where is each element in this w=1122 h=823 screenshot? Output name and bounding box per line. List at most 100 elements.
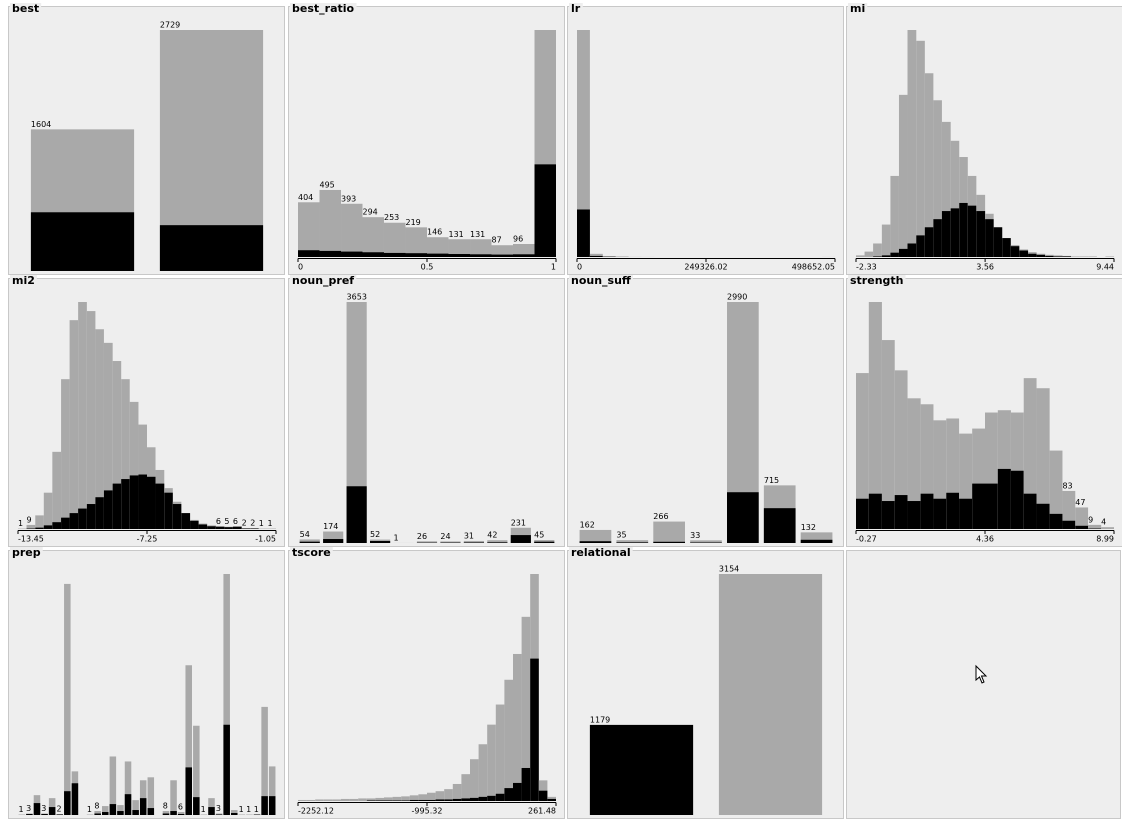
class-bar <box>35 527 44 529</box>
class-bar <box>941 211 951 257</box>
bar <box>448 239 471 257</box>
x-tick-label: -0.27 <box>856 535 877 544</box>
value-label: 47 <box>1075 498 1085 507</box>
panel-title: noun_pref <box>292 274 354 287</box>
value-label: 2 <box>250 519 255 528</box>
class-bar <box>341 251 363 257</box>
bar <box>1101 527 1114 529</box>
class-bar <box>972 483 985 529</box>
class-bar <box>495 793 505 801</box>
value-label: 52 <box>370 530 380 539</box>
class-bar <box>147 808 155 815</box>
class-bar <box>461 798 470 801</box>
value-label: 96 <box>513 234 523 243</box>
value-label: 6 <box>233 517 238 526</box>
bar <box>69 320 79 529</box>
class-bar <box>444 799 453 801</box>
class-bar <box>159 225 264 271</box>
bar <box>95 329 104 529</box>
value-label: 24 <box>440 532 450 541</box>
title-background <box>290 547 333 555</box>
bar <box>61 379 70 529</box>
class-bar <box>155 483 165 529</box>
bar <box>193 725 200 815</box>
x-tick-label: 249326.02 <box>684 263 727 272</box>
bar <box>435 791 445 801</box>
class-bar <box>868 493 882 529</box>
bar <box>1062 490 1076 529</box>
class-bar <box>478 796 488 801</box>
class-bar <box>268 796 276 815</box>
bar <box>881 340 895 529</box>
bar <box>1071 256 1080 257</box>
class-bar <box>418 799 427 801</box>
class-bar <box>48 807 56 815</box>
value-label: 3 <box>41 804 46 813</box>
value-label: 1604 <box>31 120 51 129</box>
title-background <box>10 3 42 11</box>
class-bar <box>299 541 320 543</box>
bar <box>298 799 307 801</box>
class-bar <box>64 791 71 815</box>
class-bar <box>117 811 124 815</box>
class-bar <box>162 813 170 815</box>
class-bar <box>589 724 694 815</box>
title-background <box>569 547 633 555</box>
class-bar <box>207 526 216 529</box>
bar <box>1079 256 1089 257</box>
bar <box>890 175 899 257</box>
bar <box>950 140 960 257</box>
bar <box>409 795 419 801</box>
bar <box>231 810 238 815</box>
bar <box>64 583 71 815</box>
class-bar <box>616 542 649 543</box>
value-label: 45 <box>534 531 544 540</box>
class-bar <box>102 812 109 815</box>
class-bar <box>52 522 62 529</box>
bar <box>78 302 87 529</box>
class-bar <box>985 219 994 257</box>
bar <box>346 302 367 543</box>
empty-panel <box>846 550 1121 819</box>
class-bar <box>1075 525 1089 529</box>
panel-title: strength <box>850 274 904 287</box>
value-label: 1 <box>19 805 24 814</box>
class-bar <box>121 479 130 529</box>
class-bar <box>448 254 471 257</box>
bar <box>718 574 823 815</box>
value-label: 1 <box>393 533 398 542</box>
class-bar <box>1045 255 1054 257</box>
value-label: 3653 <box>347 293 367 302</box>
class-bar <box>427 253 449 257</box>
bar <box>463 540 484 543</box>
value-label: 266 <box>653 512 668 521</box>
class-bar <box>370 541 391 543</box>
x-tick-label: -1.05 <box>255 535 276 544</box>
class-bar <box>298 250 320 257</box>
bar <box>653 521 685 543</box>
class-bar <box>129 475 139 529</box>
bar <box>461 774 470 801</box>
class-bar <box>43 525 53 529</box>
bar <box>177 812 185 815</box>
panel-title: tscore <box>292 546 331 559</box>
bar <box>109 756 117 815</box>
value-label: 1 <box>259 519 264 528</box>
bar <box>1023 378 1037 529</box>
bar <box>384 797 393 801</box>
panel-title: noun_suff <box>571 274 631 287</box>
class-bar <box>177 814 185 815</box>
class-bar <box>132 810 139 815</box>
class-bar <box>538 790 548 801</box>
value-label: 495 <box>319 180 334 189</box>
value-label: 83 <box>1062 481 1072 490</box>
value-label: 54 <box>300 530 310 539</box>
class-bar <box>1062 520 1076 529</box>
bar <box>1053 255 1063 257</box>
x-tick-label: -2.33 <box>856 263 877 272</box>
bar <box>941 121 951 257</box>
bar <box>487 540 508 543</box>
bar <box>261 706 268 815</box>
class-bar <box>1036 254 1046 257</box>
